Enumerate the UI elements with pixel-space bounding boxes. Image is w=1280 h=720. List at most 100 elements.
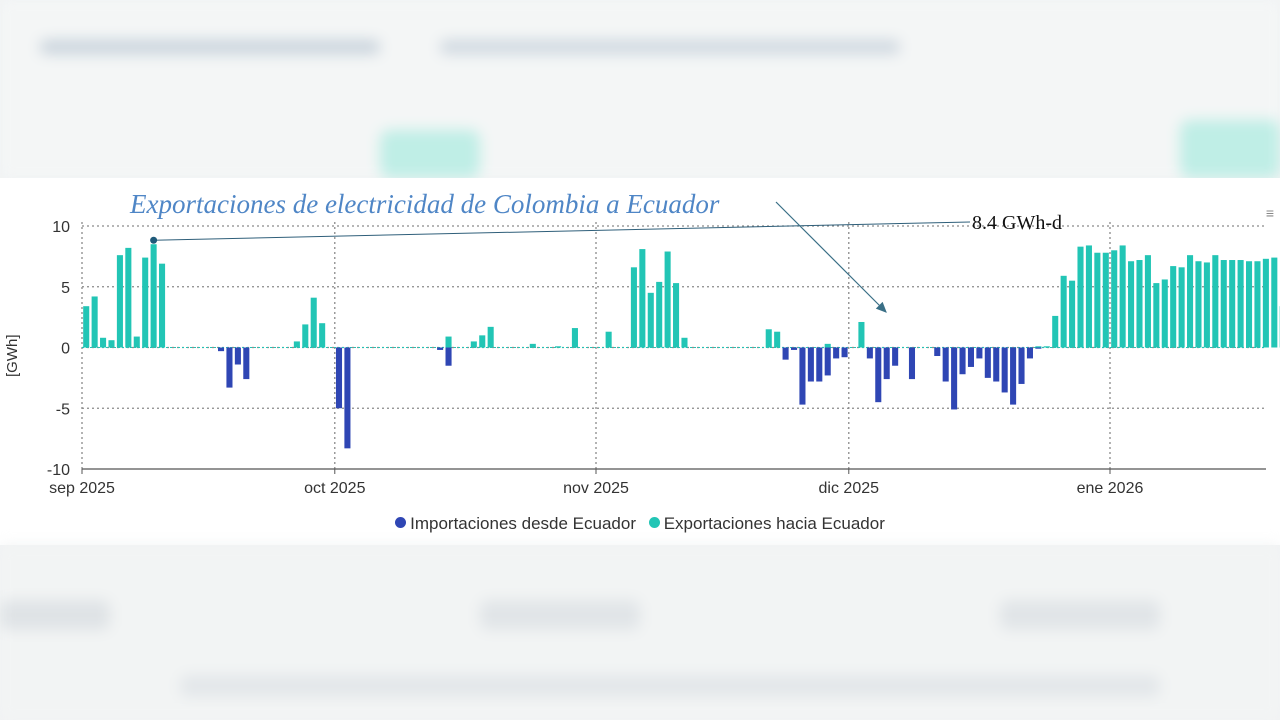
import-bar bbox=[883, 347, 890, 380]
import-bar bbox=[816, 347, 823, 382]
export-bar bbox=[159, 263, 166, 348]
import-bar bbox=[782, 347, 789, 360]
import-bar bbox=[934, 347, 941, 357]
export-bar bbox=[91, 296, 98, 348]
export-bar bbox=[1212, 255, 1219, 348]
import-bar bbox=[445, 347, 452, 366]
import-bar bbox=[976, 347, 983, 359]
import-bar bbox=[892, 347, 899, 366]
annotation-layer bbox=[150, 201, 971, 313]
export-bar bbox=[605, 331, 612, 348]
annotation-leader-line bbox=[153, 221, 971, 241]
export-bar bbox=[774, 331, 781, 348]
export-bar bbox=[639, 249, 646, 348]
import-bar bbox=[984, 347, 991, 378]
export-bar bbox=[571, 328, 578, 348]
export-bar bbox=[1220, 260, 1227, 348]
y-tick-label: 0 bbox=[61, 341, 70, 358]
y-tick-label: 5 bbox=[61, 280, 70, 297]
export-bar bbox=[1195, 261, 1202, 348]
export-bar bbox=[1119, 245, 1126, 348]
export-bar bbox=[1043, 346, 1050, 348]
chart-title: Exportaciones de electricidad de Colombi… bbox=[130, 189, 720, 219]
import-bar bbox=[1010, 347, 1017, 405]
legend-label: Exportaciones hacia Ecuador bbox=[663, 514, 885, 533]
import-bar bbox=[1035, 347, 1042, 349]
import-bar bbox=[437, 347, 444, 350]
import-bar bbox=[824, 347, 831, 376]
bars-layer bbox=[83, 244, 1280, 449]
export-bar bbox=[487, 326, 494, 348]
export-bar bbox=[116, 255, 123, 348]
legend-label: Importaciones desde Ecuador bbox=[410, 514, 636, 533]
export-bar bbox=[108, 340, 115, 348]
y-axis-title: [GWh] bbox=[4, 334, 21, 378]
import-bar bbox=[967, 347, 975, 367]
export-bar bbox=[1170, 266, 1177, 348]
export-bar bbox=[1254, 261, 1261, 348]
export-bar bbox=[630, 267, 637, 348]
export-bar bbox=[445, 336, 452, 348]
legend-item-imports[interactable]: Importaciones desde Ecuador bbox=[395, 514, 636, 534]
export-bar bbox=[100, 337, 107, 348]
import-bar bbox=[790, 347, 798, 350]
export-bar bbox=[83, 306, 90, 348]
export-bar bbox=[647, 292, 654, 348]
import-bar bbox=[959, 347, 966, 375]
export-bar bbox=[1187, 255, 1194, 348]
import-bar bbox=[807, 347, 814, 382]
import-bar bbox=[243, 347, 250, 380]
export-bar bbox=[1060, 275, 1067, 348]
x-tick-label: ene 2026 bbox=[1077, 480, 1144, 497]
x-tick-label: nov 2025 bbox=[563, 480, 629, 497]
export-bar bbox=[858, 321, 865, 348]
export-bar bbox=[1245, 261, 1253, 348]
blurred-page-footer bbox=[0, 545, 1280, 720]
export-bar bbox=[1069, 280, 1076, 348]
export-bar bbox=[1094, 252, 1101, 348]
export-bar bbox=[310, 297, 317, 348]
export-bar bbox=[133, 336, 140, 348]
export-bar bbox=[765, 329, 772, 348]
y-tick-label: -10 bbox=[47, 462, 70, 479]
export-bar bbox=[1271, 257, 1278, 348]
export-bar bbox=[1077, 246, 1084, 348]
peak-annotation: 8.4 GWh-d bbox=[972, 212, 1062, 234]
export-bar bbox=[125, 247, 132, 348]
export-bar bbox=[142, 257, 149, 348]
import-bar bbox=[951, 347, 958, 410]
import-bar bbox=[942, 347, 949, 382]
export-bar bbox=[1229, 260, 1236, 348]
import-bar bbox=[217, 347, 225, 352]
chart-legend: Importaciones desde Ecuador Exportacione… bbox=[0, 514, 1280, 534]
export-bar bbox=[470, 341, 477, 348]
peak-marker bbox=[150, 236, 158, 244]
export-bar bbox=[555, 346, 562, 348]
export-bar bbox=[1178, 267, 1185, 348]
export-bar bbox=[1035, 346, 1042, 348]
legend-item-exports[interactable]: Exportaciones hacia Ecuador bbox=[648, 514, 885, 534]
import-bar bbox=[1001, 347, 1008, 393]
export-bar bbox=[1161, 279, 1168, 348]
export-bar bbox=[293, 341, 300, 348]
import-bar bbox=[866, 347, 873, 359]
circle-marker-icon bbox=[648, 517, 660, 529]
menu-icon[interactable]: ≡ bbox=[1265, 205, 1274, 221]
import-bar bbox=[344, 347, 351, 449]
export-bar bbox=[1153, 283, 1160, 348]
import-bar bbox=[841, 347, 848, 358]
export-bar bbox=[1052, 315, 1059, 348]
export-bar bbox=[673, 283, 680, 348]
export-bar bbox=[529, 343, 536, 348]
export-bar bbox=[1085, 245, 1092, 348]
export-bar bbox=[319, 323, 326, 348]
export-bar bbox=[1102, 252, 1109, 348]
import-bar bbox=[234, 347, 241, 365]
import-bar bbox=[1018, 347, 1025, 384]
x-tick-label: dic 2025 bbox=[819, 480, 880, 497]
import-bar bbox=[1026, 347, 1033, 359]
y-tick-label: -5 bbox=[56, 401, 70, 418]
x-tick-label: oct 2025 bbox=[304, 480, 365, 497]
